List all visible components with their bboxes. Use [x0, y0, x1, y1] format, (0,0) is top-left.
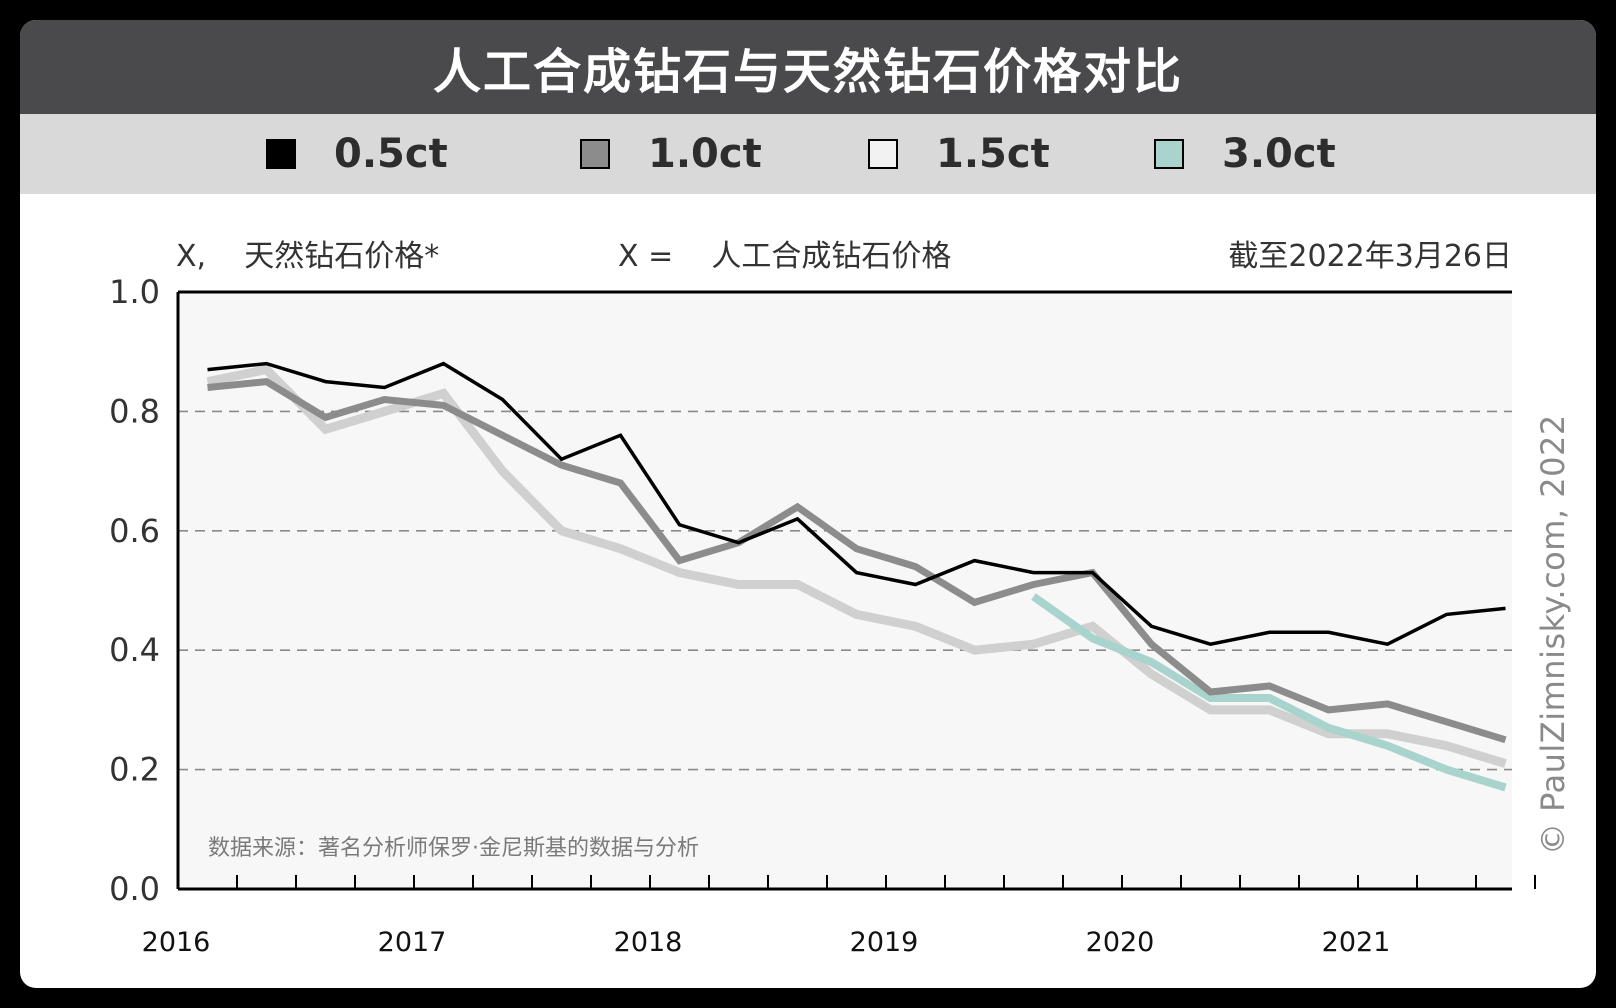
x-tick-label: 2021 — [1322, 927, 1391, 958]
source-note: 数据来源：著名分析师保罗·金尼斯基的数据与分析 — [208, 836, 699, 861]
legend-label-1-0ct: 1.0ct — [648, 131, 762, 177]
series-line-3-0ct — [1031, 593, 1507, 792]
y-tick-label: 0.8 — [109, 392, 160, 430]
y-tick-label: 0.4 — [109, 631, 160, 669]
x-tick-label: 2016 — [142, 927, 211, 958]
legend-label-0-5ct: 0.5ct — [334, 131, 448, 177]
x-tick-label: 2019 — [850, 927, 919, 958]
legend-item-1-5ct: 1.5ct — [868, 114, 1050, 194]
y-tick-label: 0.2 — [109, 751, 160, 789]
subheader-date: 截至2022年3月26日 — [1228, 239, 1512, 274]
legend-label-3-0ct: 3.0ct — [1222, 131, 1336, 177]
legend-swatch-1-5ct — [868, 139, 898, 169]
plot-area — [178, 292, 1512, 889]
subheader-natural: X, 天然钻石价格* — [176, 239, 439, 274]
legend: 0.5ct 1.0ct 1.5ct 3.0ct — [20, 114, 1596, 194]
subheader-synthetic: X = 人工合成钻石价格 — [618, 239, 951, 274]
legend-swatch-0-5ct — [266, 139, 296, 169]
y-tick-label: 0.6 — [109, 512, 160, 550]
legend-item-3-0ct: 3.0ct — [1154, 114, 1336, 194]
x-tick-label: 2018 — [614, 927, 683, 958]
y-tick-label: 0.0 — [109, 870, 160, 908]
x-tick-label: 2017 — [378, 927, 447, 958]
chart-title: 人工合成钻石与天然钻石价格对比 — [20, 20, 1596, 114]
series-line-1-5ct — [206, 364, 1507, 768]
series-line-0-5ct — [207, 361, 1506, 647]
x-tick-label: 2020 — [1086, 927, 1155, 958]
legend-label-1-5ct: 1.5ct — [936, 131, 1050, 177]
legend-item-1-0ct: 1.0ct — [580, 114, 762, 194]
y-tick-label: 1.0 — [109, 273, 160, 311]
legend-swatch-3-0ct — [1154, 139, 1184, 169]
series-line-1-0ct — [207, 378, 1507, 744]
legend-item-0-5ct: 0.5ct — [266, 114, 448, 194]
legend-swatch-1-0ct — [580, 139, 610, 169]
